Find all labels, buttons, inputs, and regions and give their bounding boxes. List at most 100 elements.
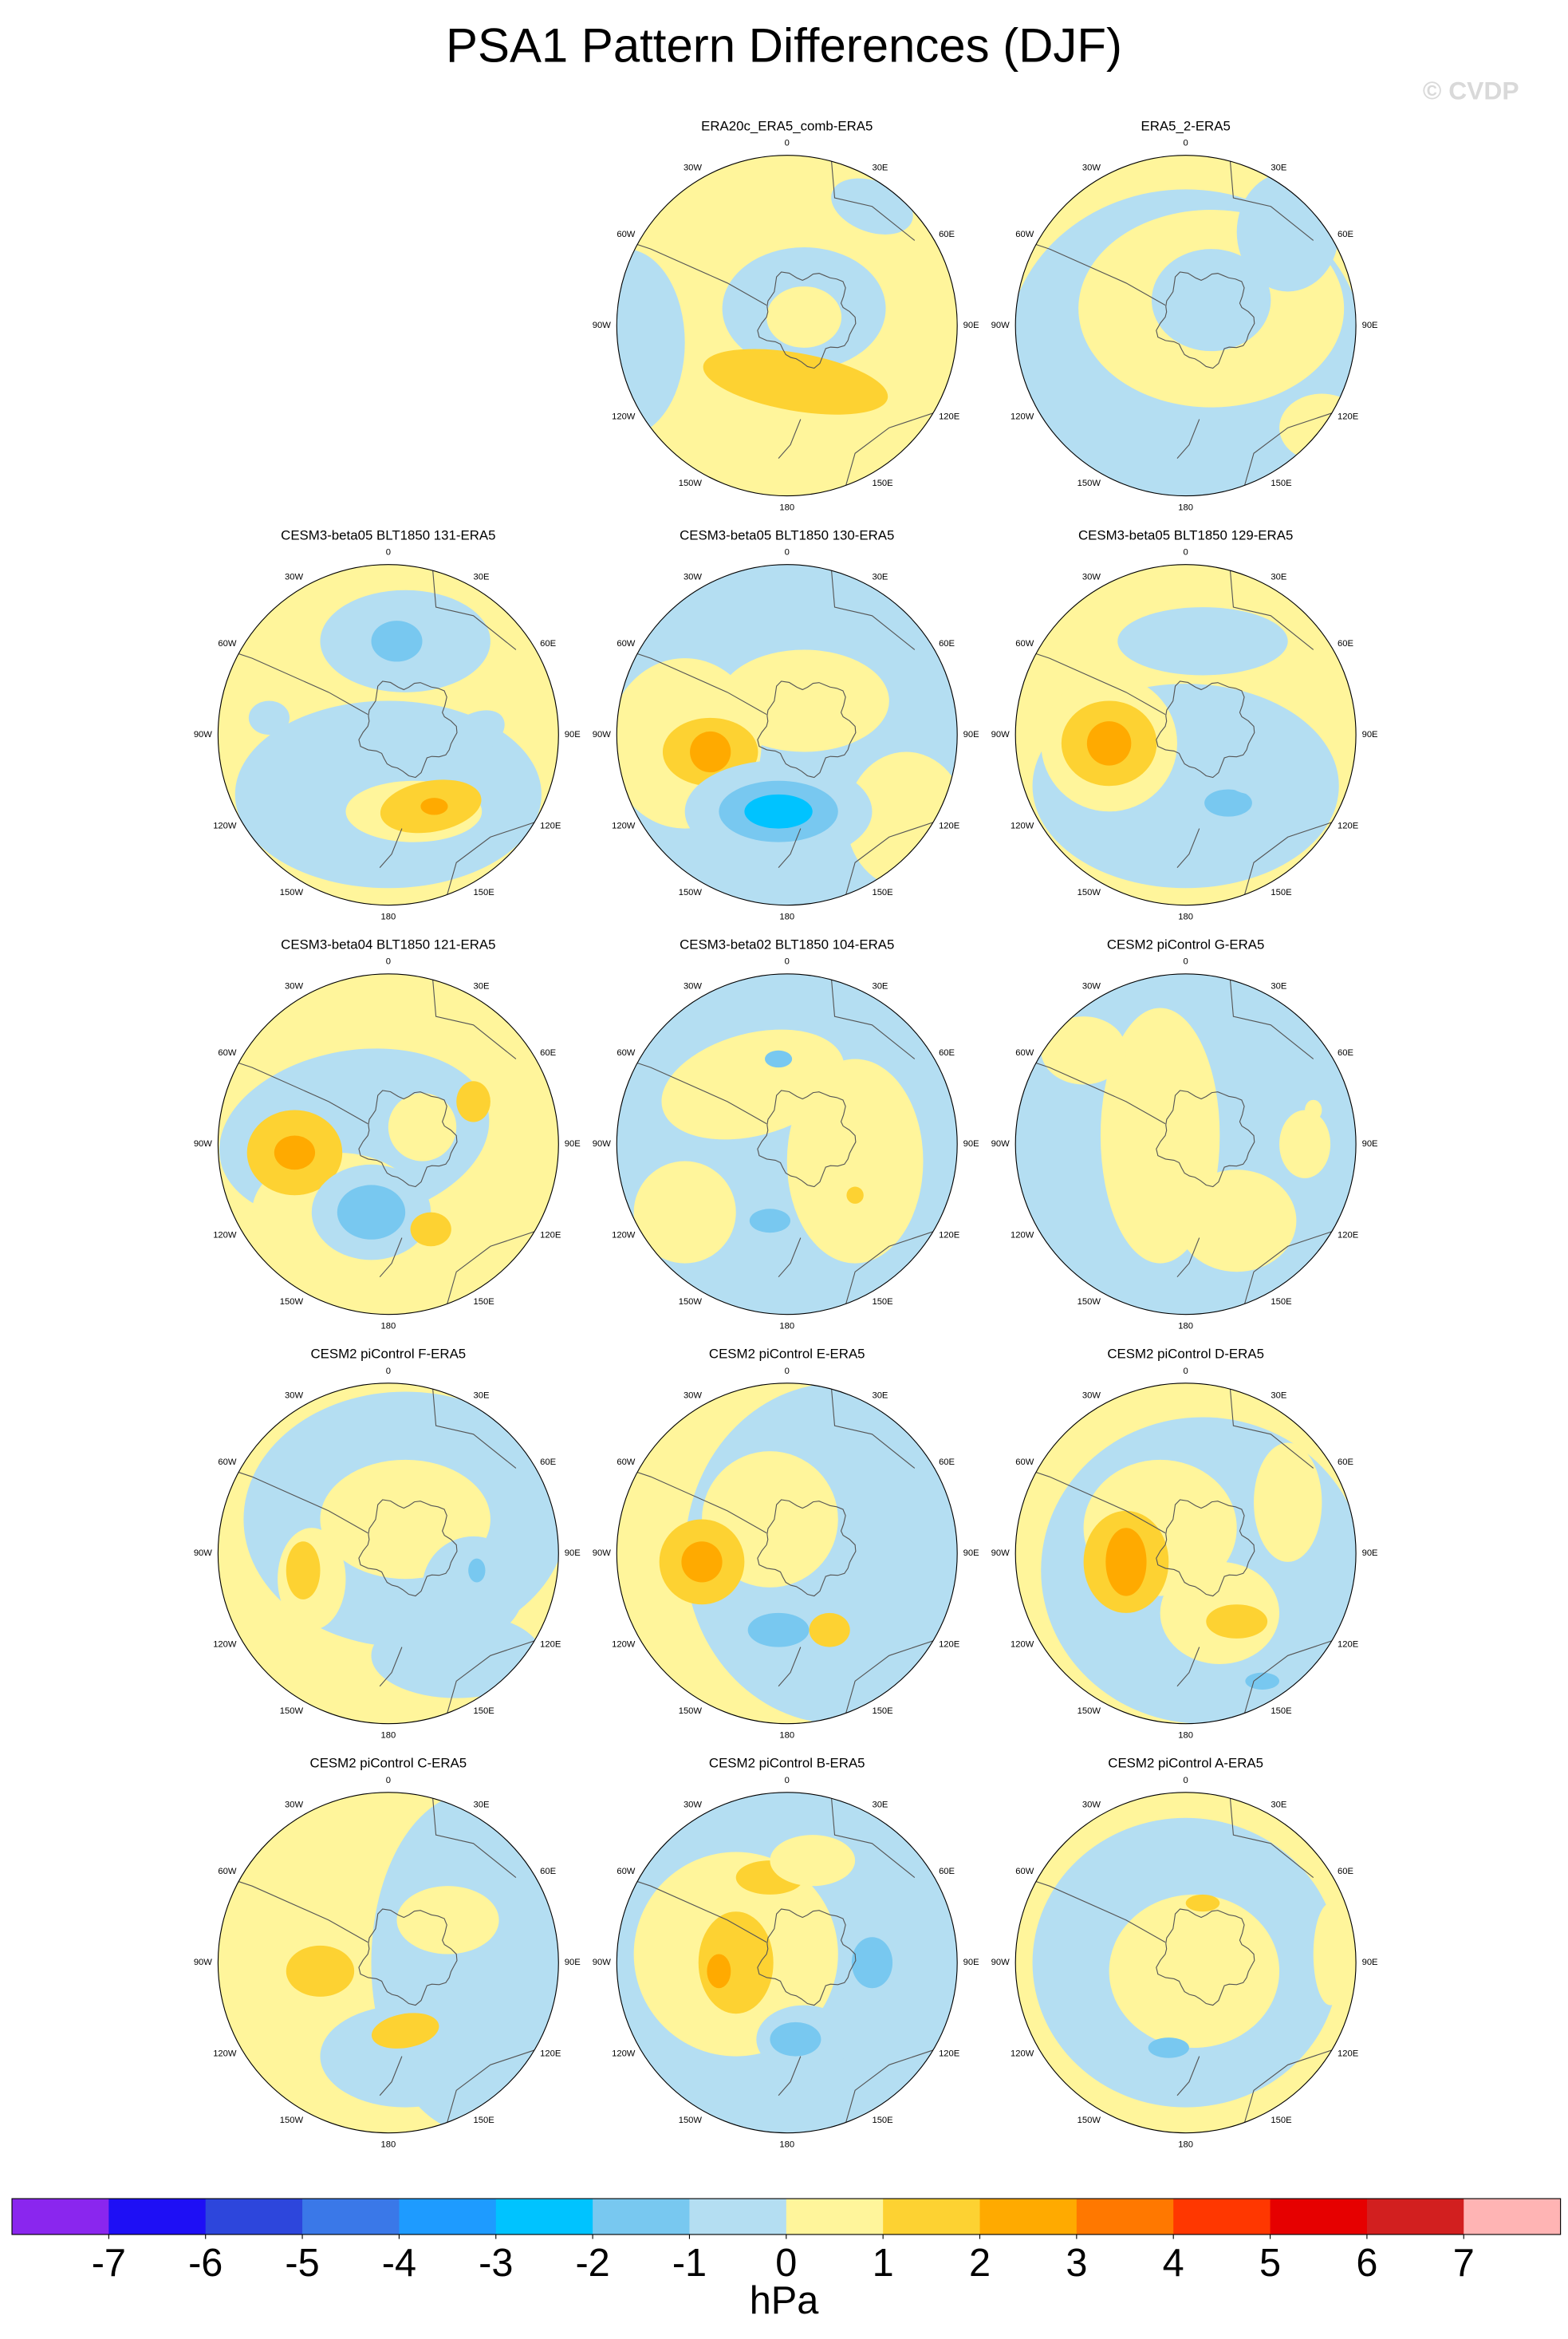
coastline xyxy=(379,1237,403,1278)
longitude-label: 90W xyxy=(593,1548,611,1558)
contour-field xyxy=(617,564,958,905)
contour-fill xyxy=(274,1135,316,1170)
longitude-label: 30W xyxy=(684,1800,702,1809)
longitude-label: 60E xyxy=(540,1457,556,1467)
colorbar-label: hPa xyxy=(750,2279,820,2322)
colorbar-swatch xyxy=(979,2199,1078,2234)
longitude-label: 120E xyxy=(939,1639,959,1649)
longitude-label: 30W xyxy=(684,572,702,582)
contour-field xyxy=(218,564,559,905)
colorbar-swatch xyxy=(108,2199,207,2234)
longitude-label: 120E xyxy=(1338,1639,1358,1649)
longitude-label: 90W xyxy=(593,730,611,740)
longitude-label: 120E xyxy=(939,2049,959,2058)
longitude-label: 120E xyxy=(540,821,561,830)
longitude-label: 60W xyxy=(1015,1867,1034,1876)
contour-fill xyxy=(1105,1528,1147,1596)
longitude-label: 30E xyxy=(1271,572,1286,582)
longitude-label: 150E xyxy=(1271,888,1291,897)
coastline xyxy=(829,1382,916,1469)
colorbar-tick-label: 2 xyxy=(969,2242,991,2285)
colorbar-tick-label: 7 xyxy=(1453,2242,1475,2285)
longitude-label: 150W xyxy=(1078,1297,1101,1307)
contour-fill xyxy=(1245,1672,1280,1690)
contour-fill xyxy=(1204,789,1252,817)
longitude-label: 90E xyxy=(963,1958,979,1967)
map-border xyxy=(217,1382,559,1725)
longitude-label: 90E xyxy=(963,1548,979,1558)
longitude-label: 90E xyxy=(963,1139,979,1149)
contour-fill xyxy=(1206,1604,1268,1639)
contour-fill xyxy=(681,1541,723,1583)
colorbar-swatch xyxy=(1173,2199,1271,2234)
contour-fill xyxy=(371,621,423,662)
coastline xyxy=(430,973,517,1059)
longitude-label: 90W xyxy=(991,321,1010,330)
contour-fill xyxy=(707,1954,731,1989)
contour-fill xyxy=(456,1081,490,1122)
longitude-label: 30E xyxy=(872,1800,888,1809)
longitude-label: 60W xyxy=(1015,1048,1034,1058)
longitude-label: 150E xyxy=(1271,1706,1291,1716)
longitude-label: 150E xyxy=(474,1297,494,1307)
longitude-label: 0 xyxy=(386,957,391,967)
longitude-label: 150E xyxy=(1271,1297,1291,1307)
longitude-label: 0 xyxy=(785,139,790,148)
colorbar-swatch xyxy=(786,2199,884,2234)
map-border xyxy=(616,1792,958,2134)
coastline xyxy=(430,1792,517,1878)
longitude-label: 0 xyxy=(1184,139,1188,148)
contour-field xyxy=(218,1382,559,1724)
longitude-label: 180 xyxy=(779,1322,794,1331)
longitude-label: 150W xyxy=(679,888,703,897)
map-panel: ERA20c_ERA5_comb-ERA5 0 30E 60E 90E 120E 150E 1… xyxy=(593,119,979,513)
map-panel: CESM3-beta05 BLT1850 130-ERA5 0 30E 60E 90E 1… xyxy=(593,528,979,922)
longitude-label: 60W xyxy=(617,1867,635,1876)
longitude-label: 90E xyxy=(1362,730,1378,740)
longitude-label: 120W xyxy=(1011,1639,1034,1649)
longitude-label: 120W xyxy=(213,821,237,830)
longitude-label: 60E xyxy=(1338,1048,1353,1058)
contour-field xyxy=(617,155,958,496)
longitude-label: 30E xyxy=(872,163,888,172)
longitude-label: 180 xyxy=(779,2140,794,2150)
panel-title: ERA5_2-ERA5 xyxy=(1141,119,1230,134)
longitude-label: 60E xyxy=(540,1048,556,1058)
contour-fill xyxy=(248,700,290,736)
panel-title: CESM3-beta05 BLT1850 130-ERA5 xyxy=(680,528,894,543)
contour-fill xyxy=(747,1612,810,1647)
longitude-label: 150E xyxy=(1271,479,1291,488)
contour-fill xyxy=(442,710,505,759)
map-border xyxy=(217,564,559,906)
longitude-label: 90E xyxy=(565,1139,581,1149)
coastline xyxy=(379,828,403,869)
longitude-label: 60W xyxy=(617,230,635,239)
contour-fill xyxy=(468,1558,486,1583)
coastline xyxy=(1227,155,1314,241)
longitude-label: 60W xyxy=(1015,230,1034,239)
colorbar-tick-label: -4 xyxy=(382,2242,416,2285)
contour-fill xyxy=(410,1212,451,1247)
longitude-label: 60W xyxy=(617,1048,635,1058)
colorbar-swatch xyxy=(12,2199,109,2234)
contour-field xyxy=(1015,1382,1357,1724)
coastline xyxy=(829,155,916,241)
panel-title: ERA20c_ERA5_comb-ERA5 xyxy=(701,119,873,134)
longitude-label: 120E xyxy=(540,2049,561,2058)
longitude-label: 120W xyxy=(1011,1230,1034,1240)
longitude-label: 60E xyxy=(1338,1867,1353,1876)
longitude-label: 30E xyxy=(872,1390,888,1400)
map-border xyxy=(1014,1382,1357,1725)
map-border xyxy=(616,973,958,1315)
coastline xyxy=(430,1382,517,1469)
longitude-label: 60E xyxy=(540,639,556,649)
contour-fill xyxy=(690,731,731,773)
coastline xyxy=(430,564,517,650)
longitude-label: 60W xyxy=(218,1457,236,1467)
panel-title: CESM2 piControl G-ERA5 xyxy=(1107,937,1265,953)
longitude-label: 90W xyxy=(593,1958,611,1967)
longitude-label: 90W xyxy=(991,730,1010,740)
longitude-label: 120W xyxy=(213,2049,237,2058)
longitude-label: 120W xyxy=(612,2049,636,2058)
